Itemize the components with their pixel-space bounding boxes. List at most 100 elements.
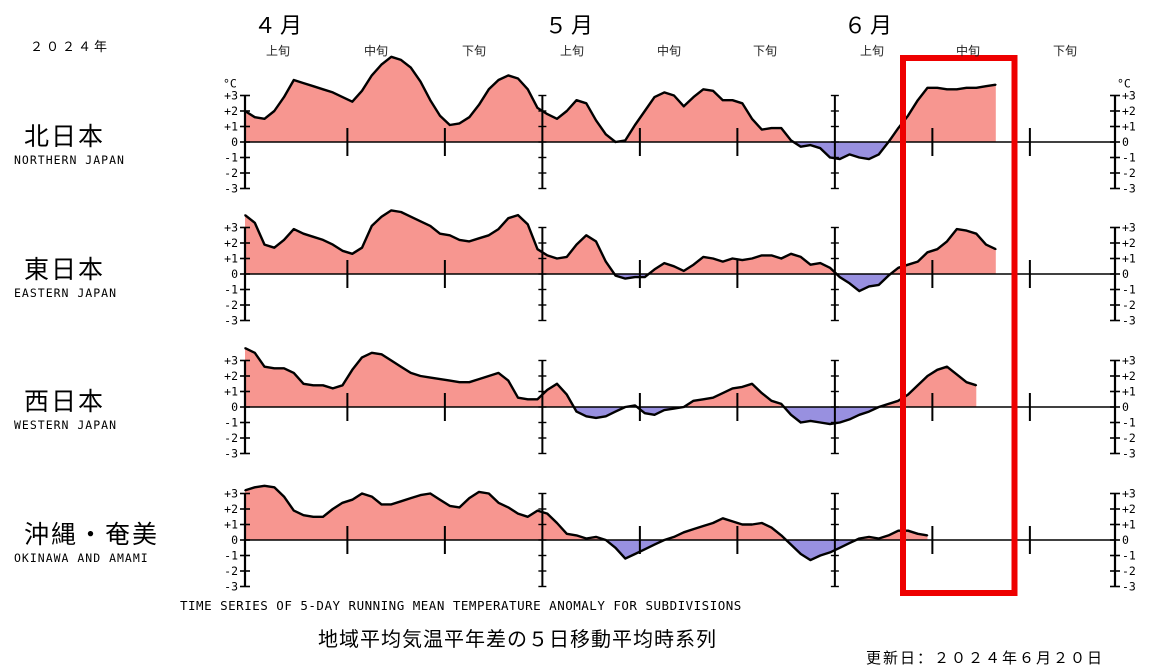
data-point — [458, 239, 461, 241]
data-point — [400, 211, 402, 213]
data-point — [897, 267, 900, 269]
data-point — [644, 548, 646, 551]
y-tick-label: 0 — [1122, 267, 1129, 281]
data-point — [575, 243, 578, 246]
data-point — [800, 145, 802, 148]
series-line — [244, 55, 996, 161]
data-point — [478, 104, 480, 106]
y-tick-label: 0 — [1122, 533, 1129, 547]
data-point — [887, 141, 890, 143]
data-point — [683, 270, 685, 272]
y-tick-label: +3 — [224, 354, 238, 368]
data-point — [692, 263, 695, 266]
y-tick-label: -2 — [1122, 431, 1136, 445]
data-point — [605, 415, 607, 418]
data-point — [644, 110, 646, 112]
data-point — [673, 536, 675, 538]
data-point — [468, 497, 471, 499]
y-tick-label: -2 — [224, 166, 238, 180]
data-point — [507, 506, 510, 509]
data-point — [634, 553, 636, 555]
chart-title-ja: 地域平均気温平年差の５日移動平均時系列 — [318, 627, 717, 651]
data-point — [332, 387, 334, 390]
data-point — [488, 234, 490, 237]
data-point — [917, 99, 919, 101]
y-tick-label: -3 — [1122, 580, 1136, 594]
data-point — [624, 557, 627, 560]
data-point — [614, 547, 617, 549]
data-point — [897, 529, 900, 532]
data-point — [858, 290, 861, 292]
data-point — [283, 367, 285, 370]
updated-date: 更新日：２０２４年６月２０日 — [866, 649, 1105, 667]
data-point — [917, 533, 919, 535]
data-point — [575, 99, 578, 101]
data-point — [361, 246, 363, 249]
y-tick-label: +2 — [224, 236, 238, 250]
data-point — [829, 156, 831, 159]
dekad-label: 下旬 — [1053, 44, 1078, 58]
data-point — [380, 63, 383, 66]
data-point — [254, 486, 256, 489]
data-point — [741, 102, 744, 105]
data-point — [380, 353, 383, 356]
data-point — [790, 543, 792, 546]
data-point — [926, 375, 929, 377]
data-point — [692, 528, 695, 530]
y-tick-label: -2 — [1122, 166, 1136, 180]
y-tick-label: -3 — [224, 314, 238, 328]
data-point — [390, 503, 393, 506]
y-tick-label: 0 — [1122, 135, 1129, 149]
data-point — [790, 253, 792, 255]
data-point — [478, 491, 480, 493]
y-tick-label: +1 — [224, 518, 238, 532]
data-point — [263, 243, 266, 246]
y-tick-label: -3 — [1122, 182, 1136, 196]
data-point — [761, 392, 763, 394]
data-point — [829, 423, 831, 425]
positive-area — [245, 210, 996, 274]
data-point — [361, 90, 363, 92]
data-point — [692, 96, 695, 98]
data-point — [663, 409, 666, 411]
data-point — [644, 276, 646, 278]
data-point — [819, 554, 822, 557]
data-point — [702, 256, 705, 258]
data-point — [644, 412, 646, 415]
data-point — [449, 379, 451, 382]
data-point — [946, 365, 948, 368]
data-point — [283, 96, 285, 98]
data-point — [878, 153, 880, 156]
data-point — [585, 102, 588, 105]
data-point — [371, 225, 373, 227]
data-point — [380, 503, 383, 506]
data-point — [527, 398, 529, 401]
data-point — [507, 217, 510, 219]
data-point — [497, 79, 500, 81]
data-point — [722, 99, 724, 101]
data-point — [946, 88, 948, 91]
data-point — [614, 274, 617, 277]
y-tick-label: -2 — [224, 431, 238, 445]
unit-label: °C — [223, 77, 237, 91]
data-point — [673, 94, 675, 97]
positive-area — [245, 56, 996, 142]
y-tick-label: +1 — [1122, 385, 1136, 399]
data-point — [975, 232, 978, 235]
data-point — [741, 386, 744, 388]
y-tick-label: +1 — [1122, 252, 1136, 266]
data-point — [595, 119, 597, 122]
data-point — [488, 492, 490, 495]
data-point — [995, 83, 997, 86]
data-point — [702, 525, 705, 527]
data-point — [683, 105, 685, 108]
data-point — [410, 497, 412, 499]
data-point — [917, 260, 919, 263]
positive-area — [245, 485, 928, 540]
data-point — [410, 372, 412, 374]
data-point — [751, 383, 753, 385]
y-tick-label: +3 — [1122, 221, 1136, 235]
data-point — [878, 284, 880, 286]
data-point — [907, 114, 909, 117]
